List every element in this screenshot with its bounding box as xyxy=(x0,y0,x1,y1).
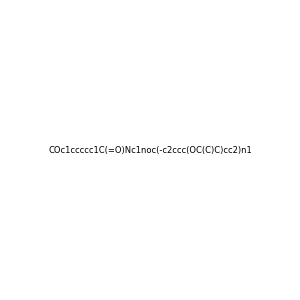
Text: COc1ccccc1C(=O)Nc1noc(-c2ccc(OC(C)C)cc2)n1: COc1ccccc1C(=O)Nc1noc(-c2ccc(OC(C)C)cc2)… xyxy=(48,146,252,154)
